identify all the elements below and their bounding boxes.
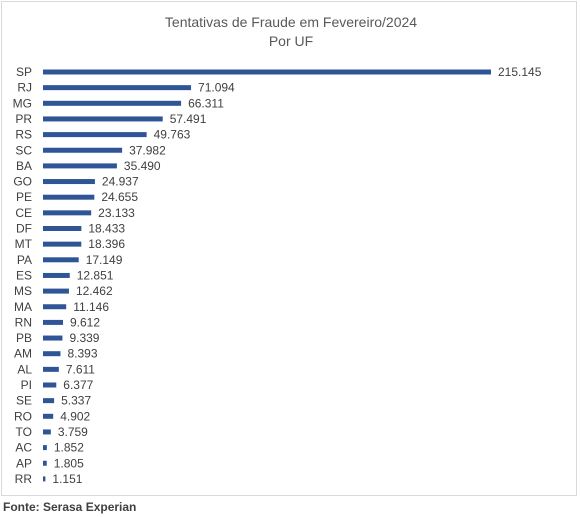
data-label: 57.491 (170, 112, 207, 126)
bar-df (43, 226, 82, 231)
category-label: RR (15, 472, 33, 486)
category-label: GO (13, 175, 32, 189)
category-label: AM (14, 347, 32, 361)
bar-rs (43, 132, 147, 138)
chart-frame: Tentativas de Fraude em Fevereiro/2024 P… (1, 1, 577, 496)
category-label: PI (21, 378, 32, 392)
bars-group: SP 215.145 RJ 71.094 MG 66.311 PR 57.491 RS 49.76… (13, 65, 542, 486)
data-label: 8.393 (67, 347, 97, 361)
category-label: TO (16, 425, 32, 439)
category-label: SP (16, 65, 32, 79)
bar-ba (43, 163, 117, 169)
category-label: PE (16, 190, 32, 204)
data-label: 12.462 (76, 284, 113, 298)
data-label: 7.611 (66, 362, 95, 376)
bar-am (43, 351, 61, 357)
bar-sp (43, 69, 491, 75)
bar-mt (43, 241, 82, 247)
data-label: 9.612 (70, 315, 100, 329)
data-label: 6.377 (63, 378, 93, 392)
bar-pa (43, 257, 79, 263)
bar-se (43, 398, 55, 404)
category-label: SC (15, 143, 32, 157)
category-label: DF (16, 222, 32, 236)
data-label: 11.146 (73, 300, 109, 314)
category-label: BA (16, 159, 32, 173)
bar-rj (43, 85, 192, 91)
data-label: 35.490 (124, 159, 161, 173)
category-label: RS (15, 128, 32, 142)
bar-chart: Tentativas de Fraude em Fevereiro/2024 P… (13, 14, 542, 486)
bar-al (43, 366, 59, 372)
category-label: MG (13, 96, 32, 110)
data-label: 1.805 (54, 456, 84, 470)
data-label: 37.982 (129, 143, 166, 157)
data-label: 5.337 (61, 394, 91, 408)
bar-go (43, 179, 95, 185)
data-label: 1.852 (54, 441, 84, 455)
data-label: 18.433 (88, 222, 125, 236)
data-label: 17.149 (86, 253, 123, 267)
bar-pr (43, 116, 163, 122)
bar-to (43, 429, 51, 435)
bar-mg (43, 100, 182, 106)
data-label: 71.094 (198, 81, 235, 95)
category-label: AC (15, 441, 32, 455)
bar-pb (43, 335, 63, 341)
data-label: 12.851 (77, 268, 114, 282)
bar-ms (43, 288, 69, 294)
data-label: 4.902 (60, 409, 90, 423)
category-label: SE (16, 394, 32, 408)
bar-es (43, 272, 70, 278)
bar-rn (43, 319, 64, 325)
bar-ma (43, 304, 67, 310)
data-label: 3.759 (58, 425, 88, 439)
data-label: 1.151 (52, 472, 82, 486)
data-label: 215.145 (498, 65, 542, 79)
data-label: 23.133 (98, 206, 135, 220)
category-label: PB (16, 331, 32, 345)
bar-ce (43, 210, 92, 216)
bar-ap (43, 460, 47, 466)
chart-title: Tentativas de Fraude em Fevereiro/2024 (165, 14, 417, 30)
bar-ro (43, 413, 54, 419)
data-label: 66.311 (188, 96, 224, 110)
category-label: RO (14, 409, 32, 423)
bar-pe (43, 194, 95, 200)
bar-rr (43, 476, 46, 482)
data-label: 9.339 (69, 331, 99, 345)
category-label: MA (14, 300, 32, 314)
category-label: AP (16, 456, 32, 470)
bar-sc (43, 147, 123, 153)
category-label: MT (15, 237, 33, 251)
bar-ac (43, 445, 47, 451)
category-label: ES (16, 268, 32, 282)
source-note: Fonte: Serasa Experian (3, 500, 137, 514)
category-label: PR (15, 112, 32, 126)
category-label: RN (15, 315, 32, 329)
category-label: AL (17, 362, 32, 376)
data-label: 49.763 (154, 128, 191, 142)
data-label: 18.396 (88, 237, 125, 251)
chart-subtitle: Por UF (269, 33, 313, 49)
data-label: 24.655 (101, 190, 138, 204)
category-label: CE (15, 206, 32, 220)
bar-pi (43, 382, 57, 388)
category-label: PA (17, 253, 32, 267)
data-label: 24.937 (102, 175, 139, 189)
category-label: RJ (17, 81, 32, 95)
category-label: MS (14, 284, 32, 298)
